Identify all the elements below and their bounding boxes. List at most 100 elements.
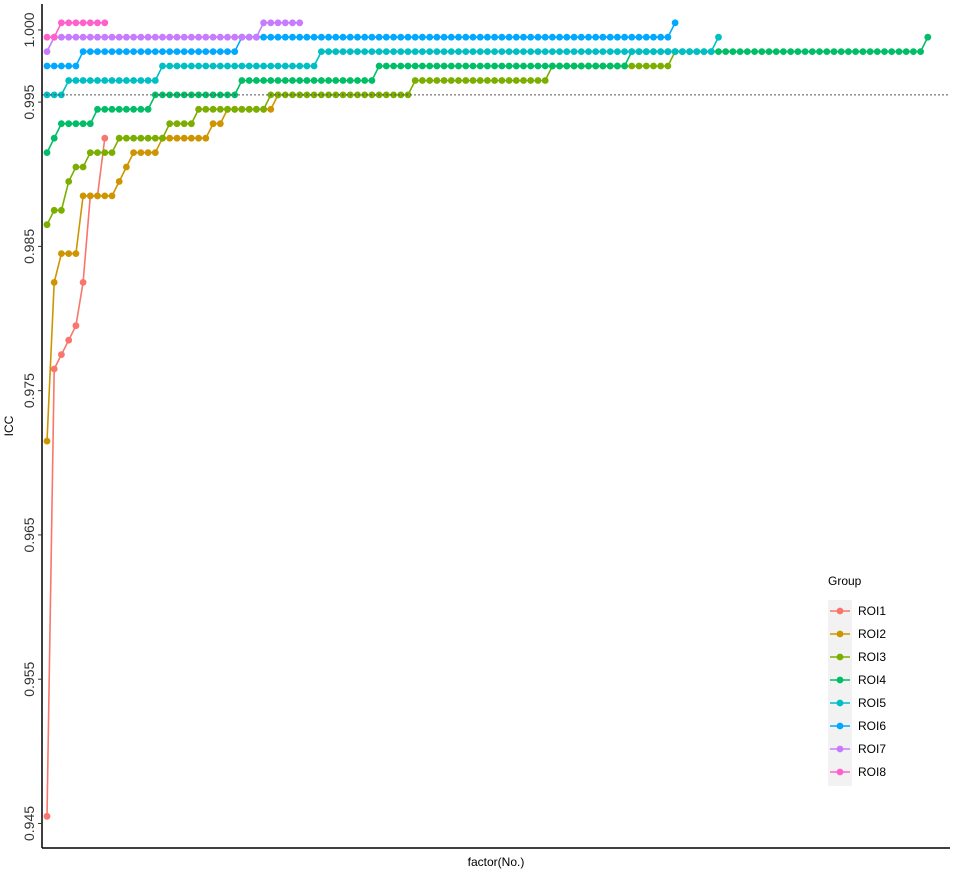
data-point [397,48,405,55]
data-point [115,178,123,185]
data-point [151,48,159,55]
data-point [166,62,174,70]
data-point [195,62,203,70]
data-point [462,77,470,84]
data-point [469,33,477,41]
data-point [137,77,145,84]
data-point [585,48,592,55]
data-point [787,48,795,55]
data-point [50,279,58,286]
data-point [541,62,549,70]
data-point [173,134,181,142]
data-point [180,33,188,41]
legend-item-roi3: ROI3 [830,650,886,664]
data-point [332,77,340,84]
data-point [245,105,253,113]
data-point [715,33,722,41]
data-point [289,91,296,99]
data-point [79,48,87,55]
data-point [368,33,376,41]
data-point [693,48,701,55]
data-point [404,48,412,55]
data-point [570,62,578,70]
data-point [209,62,217,70]
y-tick-label: 0.985 [21,229,37,264]
data-point [476,33,484,41]
data-point [274,62,282,70]
legend-items: ROI1 ROI2 ROI3 ROI4 ROI5 ROI6 ROI7 ROI8 [828,600,886,786]
data-point [166,48,174,55]
data-point [447,62,455,70]
data-point [130,134,138,142]
data-point [216,33,224,41]
data-point [642,33,650,41]
data-point [296,62,304,70]
data-point [65,19,73,27]
data-point [159,48,166,55]
data-point [130,105,138,113]
data-point [108,48,116,55]
data-point [72,250,80,257]
data-point [72,33,80,41]
series-line [46,138,106,817]
data-point [823,48,831,55]
data-point [274,33,282,41]
series-layer [43,19,932,820]
data-point [484,77,491,84]
data-point [86,77,94,84]
data-point [650,33,657,41]
data-point [404,91,412,99]
legend-item-roi6: ROI6 [830,719,886,733]
data-point [231,62,239,70]
data-point [216,62,224,70]
data-point [144,134,152,142]
data-point [180,91,188,99]
data-point [845,48,852,55]
data-point [216,105,224,113]
data-point [534,48,542,55]
data-point [469,62,477,70]
data-point [924,33,932,41]
data-point [180,120,188,128]
data-point [375,33,383,41]
x-axis-title: factor(No.) [468,855,525,869]
data-point [50,365,58,373]
data-point [614,48,621,55]
data-point [585,33,592,41]
data-point [512,33,520,41]
data-point [231,105,239,113]
data-point [289,19,296,27]
data-point [751,48,758,55]
data-point [556,48,563,55]
data-point [209,48,217,55]
data-point [144,48,152,55]
data-point [281,77,289,84]
data-point [433,62,441,70]
data-point [354,33,361,41]
data-point [433,33,441,41]
data-point [267,19,275,27]
data-point [50,134,58,142]
data-point [94,48,101,55]
data-point [606,48,614,55]
data-point [743,48,751,55]
data-point [115,33,123,41]
data-point [296,33,304,41]
data-point [325,48,332,55]
data-point [43,48,51,55]
data-point [144,105,152,113]
data-point [549,62,556,70]
data-point [512,48,520,55]
legend-label: ROI1 [858,604,886,618]
data-point [462,62,470,70]
data-point [209,105,217,113]
data-point [238,77,246,84]
data-point [361,77,369,84]
data-point [447,48,455,55]
data-point [433,77,441,84]
legend-key-point [836,676,844,684]
data-point [159,33,166,41]
legend-item-roi5: ROI5 [830,696,886,710]
data-point [216,91,224,99]
data-point [58,250,65,257]
